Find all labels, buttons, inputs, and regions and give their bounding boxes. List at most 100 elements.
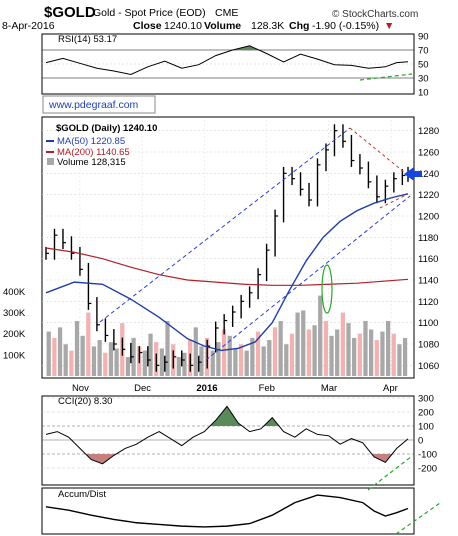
watermark: © StockCharts.com bbox=[332, 9, 418, 20]
volume-bar bbox=[380, 331, 385, 376]
channel-upper-line bbox=[99, 127, 351, 323]
price-tick-label: 1060 bbox=[418, 361, 439, 372]
volume-bar bbox=[335, 329, 340, 376]
chg-label: Chg bbox=[289, 20, 309, 32]
accdist-line bbox=[45, 494, 409, 528]
volume-bar bbox=[397, 344, 402, 376]
rsi-overbought-fill bbox=[232, 45, 259, 50]
accdist-trendline bbox=[395, 502, 441, 535]
volume-legend-swatch bbox=[47, 158, 54, 165]
chg-down-icon: ▼ bbox=[384, 20, 394, 32]
x-tick-label: Apr bbox=[383, 383, 398, 394]
grid-lines bbox=[42, 49, 414, 469]
rsi-trendline bbox=[359, 73, 413, 81]
price-tick-label: 1220 bbox=[418, 190, 439, 201]
price-tick-label: 1260 bbox=[418, 148, 439, 159]
volume-bar bbox=[221, 329, 227, 376]
annotations bbox=[99, 73, 441, 535]
date-label: 8-Apr-2016 bbox=[2, 20, 55, 32]
volume-bar bbox=[216, 342, 221, 376]
volume-bar bbox=[318, 295, 323, 376]
x-tick-label: Mar bbox=[321, 383, 337, 394]
volume-bar bbox=[233, 348, 238, 376]
resistance-line bbox=[349, 127, 405, 173]
volume-bar bbox=[159, 348, 164, 376]
x-tick-label: Feb bbox=[259, 383, 275, 394]
symbol-title: $GOLD bbox=[44, 4, 96, 21]
volume-bar bbox=[363, 321, 368, 376]
cci-tick-label: -100 bbox=[418, 450, 437, 461]
volume-bar bbox=[312, 325, 317, 376]
price-panel bbox=[41, 116, 415, 379]
volume-bar bbox=[402, 337, 408, 376]
ma50-line bbox=[45, 193, 409, 352]
volume-bar bbox=[80, 335, 85, 376]
volume-bar bbox=[301, 310, 306, 376]
rsi-tick-label: 50 bbox=[418, 60, 429, 71]
chg-value: -1.90 (-0.15%) bbox=[312, 20, 379, 32]
volume-bars bbox=[46, 295, 408, 376]
volume-bar bbox=[165, 321, 170, 376]
price-tick-label: 1100 bbox=[418, 318, 438, 329]
volume-bar bbox=[74, 321, 80, 376]
price-tick-label: 1080 bbox=[418, 340, 439, 351]
volume-bar bbox=[284, 344, 289, 376]
x-tick-label: Dec bbox=[134, 383, 151, 394]
url-box bbox=[42, 95, 156, 114]
cci-tick-label: -200 bbox=[418, 464, 437, 475]
ma50-legend: MA(50) 1220.85 bbox=[57, 136, 125, 147]
exchange-label: CME bbox=[215, 7, 238, 19]
rsi-legend: RSI(14) 53.17 bbox=[58, 34, 117, 45]
price-tick-label: 1180 bbox=[418, 233, 438, 244]
volume-value: 128.3K bbox=[251, 20, 284, 32]
volume-tick-label: 300K bbox=[3, 308, 26, 319]
price-tick-label: 1120 bbox=[418, 297, 438, 308]
accdist-legend: Accum/Dist bbox=[58, 489, 106, 500]
volume-bar bbox=[238, 344, 244, 376]
cross-highlight-ellipse bbox=[321, 264, 333, 314]
volume-bar bbox=[210, 350, 215, 376]
cci-tick-label: 200 bbox=[418, 408, 434, 419]
volume-bar bbox=[352, 337, 357, 376]
volume-bar bbox=[374, 340, 379, 376]
volume-bar bbox=[86, 312, 91, 376]
rsi-tick-label: 10 bbox=[418, 88, 429, 99]
volume-bar bbox=[182, 352, 187, 376]
volume-bar bbox=[199, 346, 204, 376]
cci-tick-label: 0 bbox=[418, 436, 423, 447]
rsi-line bbox=[45, 45, 409, 76]
volume-bar bbox=[306, 329, 312, 376]
volume-bar bbox=[108, 342, 114, 376]
cci-legend: CCI(20) 8.30 bbox=[58, 396, 112, 407]
volume-tick-label: 400K bbox=[3, 287, 26, 298]
cci-series bbox=[45, 405, 409, 465]
x-tick-label: Nov bbox=[72, 383, 89, 394]
volume-bar bbox=[329, 335, 334, 376]
axis-labels: 90 70 50 30 10 1280 1260 1240 1220 1200 1180 1160 11… bbox=[3, 32, 439, 475]
volume-bar bbox=[255, 331, 261, 376]
price-tick-label: 1160 bbox=[418, 254, 438, 265]
volume-bar bbox=[227, 335, 232, 376]
volume-tick-label: 100K bbox=[3, 350, 26, 361]
close-label: Close bbox=[133, 20, 162, 32]
volume-bar bbox=[103, 352, 108, 376]
volume-bar bbox=[125, 356, 131, 376]
volume-bar bbox=[261, 346, 266, 376]
volume-legend: Volume 128,315 bbox=[57, 157, 126, 168]
rsi-tick-label: 90 bbox=[418, 32, 429, 43]
volume-bar bbox=[91, 346, 97, 376]
cci-tick-label: 300 bbox=[418, 394, 434, 405]
volume-tick-label: 200K bbox=[3, 329, 26, 340]
url-text: www.pdegraaf.com bbox=[48, 99, 139, 111]
volume-bar bbox=[323, 321, 329, 376]
cci-panel bbox=[41, 395, 415, 486]
ma200-line bbox=[45, 247, 409, 286]
volume-bar bbox=[272, 327, 278, 376]
volume-bar bbox=[46, 331, 51, 376]
x-tick-label: 2016 bbox=[196, 383, 217, 394]
volume-bar bbox=[250, 337, 255, 376]
rsi-tick-label: 70 bbox=[418, 46, 429, 57]
volume-bar bbox=[346, 323, 351, 376]
volume-bar bbox=[52, 337, 57, 376]
